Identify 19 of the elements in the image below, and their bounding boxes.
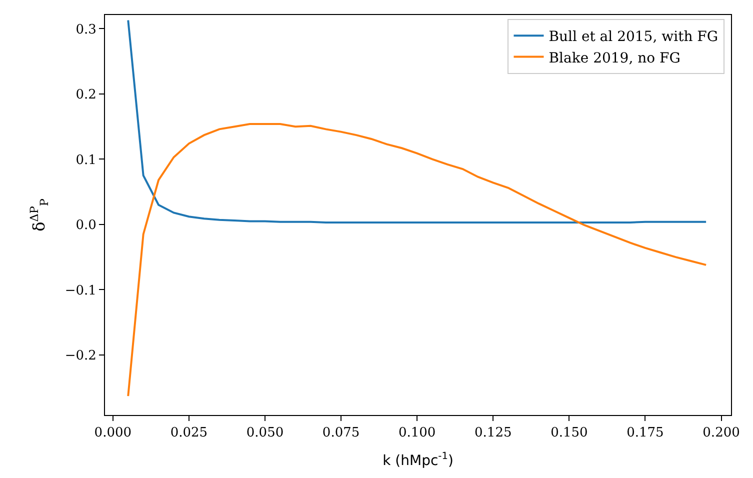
x-tick-label: 0.100 bbox=[398, 426, 436, 441]
legend-label: Blake 2019, no FG bbox=[548, 50, 680, 66]
y-tick-label: 0.0 bbox=[76, 218, 96, 234]
legend-label: Bull et al 2015, with FG bbox=[548, 29, 718, 46]
x-tick-label: 0.050 bbox=[246, 426, 284, 441]
y-tick-label: 0.1 bbox=[76, 152, 96, 168]
y-tick-label: −0.2 bbox=[64, 348, 96, 364]
line-series bbox=[127, 122, 708, 398]
x-tick-label: 0.175 bbox=[626, 426, 664, 441]
y-tick-label: 0.2 bbox=[76, 88, 96, 103]
y-tick-label: −0.1 bbox=[64, 283, 96, 298]
x-tick-label: 0.000 bbox=[94, 426, 132, 441]
x-tick-label: 0.150 bbox=[550, 426, 588, 441]
x-tick-label: 0.075 bbox=[322, 426, 360, 441]
x-tick-label: 0.025 bbox=[170, 426, 208, 441]
y-tick-label: 0.3 bbox=[76, 22, 96, 38]
x-tick-label: 0.200 bbox=[702, 426, 740, 441]
x-tick-label: 0.125 bbox=[474, 426, 512, 441]
x-axis-title: k (hMpc$^{-1}$) bbox=[382, 451, 454, 469]
